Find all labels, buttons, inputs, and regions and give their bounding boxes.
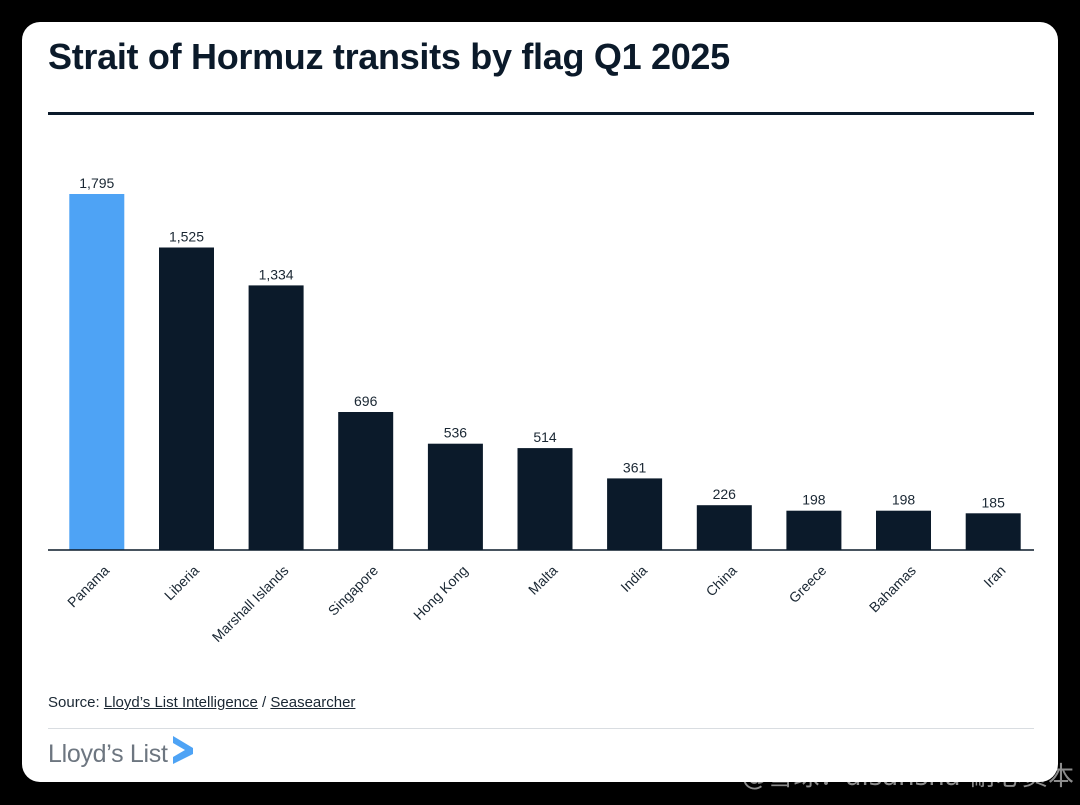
category-label: China xyxy=(703,562,740,599)
value-label: 1,795 xyxy=(79,175,114,191)
source-link-lloyds-list-intelligence[interactable]: Lloyd’s List Intelligence xyxy=(103,694,258,711)
source-separator: / xyxy=(257,694,271,711)
logo-wordmark: Lloyd’s List xyxy=(48,739,168,768)
category-label: Liberia xyxy=(161,562,202,603)
source-line: Source: Lloyd’s List Intelligence / Seas… xyxy=(48,694,355,711)
bar-iran xyxy=(965,513,1021,550)
value-label: 185 xyxy=(982,494,1006,510)
value-label: 536 xyxy=(444,425,468,441)
category-label: Bahamas xyxy=(866,562,919,615)
chart-card: Strait of Hormuz transits by flag Q1 202… xyxy=(22,22,1058,782)
watermark-text: @雪球：aisansha-耐心资本 xyxy=(741,762,1074,792)
bar-malta xyxy=(517,448,573,550)
bar-marshall-islands xyxy=(248,285,304,550)
value-label: 1,334 xyxy=(259,266,294,282)
bar-greece xyxy=(786,510,842,550)
bar-liberia xyxy=(159,247,214,550)
bar-singapore xyxy=(338,412,394,550)
chart-title: Strait of Hormuz transits by flag Q1 202… xyxy=(48,36,730,77)
category-label: India xyxy=(617,562,650,595)
category-label: Singapore xyxy=(325,562,382,619)
value-label: 696 xyxy=(354,393,378,409)
category-label: Iran xyxy=(980,562,1008,590)
logo-chevron-icon xyxy=(172,736,193,764)
category-label: Greece xyxy=(786,562,830,606)
bar-bahamas xyxy=(876,510,931,550)
category-label: Hong Kong xyxy=(410,562,471,623)
title-divider xyxy=(48,112,1034,115)
category-label: Marshall Islands xyxy=(209,562,292,645)
category-label: Malta xyxy=(525,562,561,598)
bar-china xyxy=(696,505,752,550)
value-label: 514 xyxy=(533,429,557,445)
source-prefix: Source: xyxy=(48,694,104,711)
value-label: 1,525 xyxy=(169,229,204,245)
bar-panama xyxy=(69,194,125,550)
value-label: 198 xyxy=(802,492,826,508)
source-link-seasearcher[interactable]: Seasearcher xyxy=(270,694,356,711)
lloyds-list-logo[interactable]: Lloyd’s List xyxy=(48,734,195,774)
value-label: 226 xyxy=(713,486,737,502)
bar-chart: 1,795 Panama 1,525 Liberia 1,334 Marshall Isl… xyxy=(48,175,1034,645)
value-label: 361 xyxy=(623,459,647,475)
footer-divider xyxy=(48,728,1034,729)
category-label: Panama xyxy=(64,562,112,610)
value-label: 198 xyxy=(892,492,916,508)
bar-hong-kong xyxy=(427,443,483,550)
bar-india xyxy=(607,478,663,550)
